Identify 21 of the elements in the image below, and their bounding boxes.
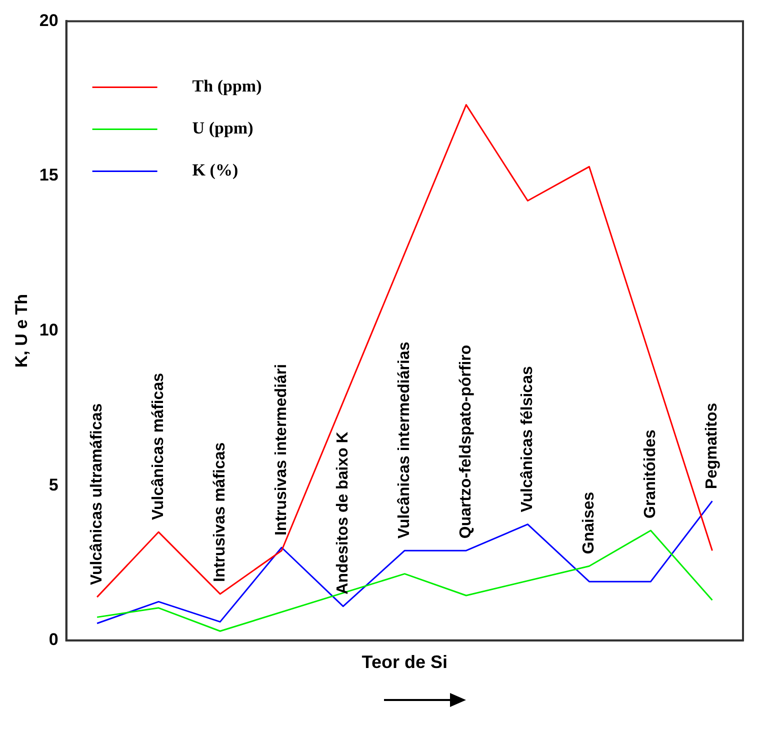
x-tick-label: Andesitos de baixo K <box>334 431 352 594</box>
x-tick-label: Vulcânicas ultramáficas <box>88 403 106 586</box>
legend-label: K (%) <box>192 160 238 180</box>
legend-label: U (ppm) <box>192 118 254 138</box>
x-tick-label: Gnaises <box>580 492 598 554</box>
y-tick-label: 15 <box>39 166 58 185</box>
y-axis-title: K, U e Th <box>12 294 31 368</box>
y-tick-label: 20 <box>39 10 58 30</box>
x-tick-label: Vulcânicas félsicas <box>519 366 536 512</box>
legend-label: Th (ppm) <box>192 76 262 96</box>
x-tick-label: Vulcânicas intermediárias <box>396 342 414 539</box>
x-tick-label: Pegmatitos <box>704 402 721 490</box>
y-tick-label: 10 <box>39 320 58 340</box>
x-tick-label: Vulcânicas máficas <box>150 372 167 520</box>
y-tick-label: 0 <box>48 630 58 650</box>
x-tick-label: Intrusivas máficas <box>212 442 229 582</box>
x-tick-label: Granitóides <box>642 429 660 518</box>
x-tick-label: Intrusivas intermediári <box>273 364 290 536</box>
y-tick-label: 5 <box>48 475 58 494</box>
x-axis-title: Teor de Si <box>362 652 448 672</box>
x-tick-label: Quartzo-feldspato-pórfiro <box>458 344 475 539</box>
